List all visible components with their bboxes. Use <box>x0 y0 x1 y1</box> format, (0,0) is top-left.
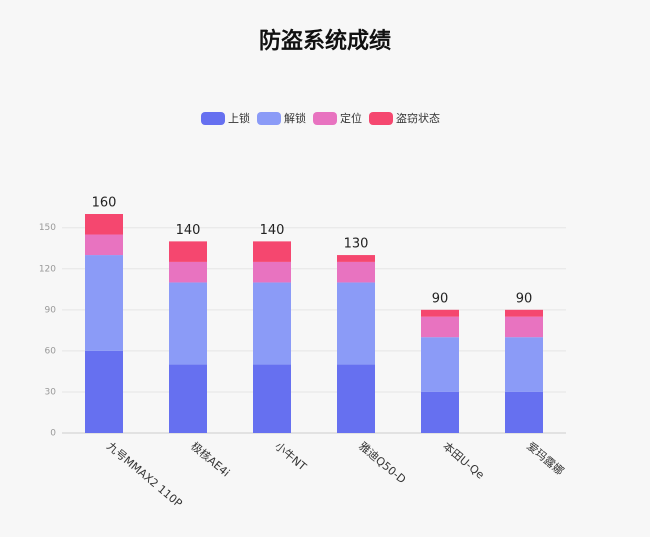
bar-segment <box>505 309 543 317</box>
bar-segment <box>505 337 543 392</box>
bar-segment <box>421 337 459 392</box>
y-tick-label: 90 <box>45 305 57 315</box>
bar-segment <box>169 241 207 262</box>
legend-swatch <box>257 112 281 125</box>
bar-segment <box>421 309 459 317</box>
bar-segment <box>253 282 291 365</box>
legend-swatch <box>313 112 337 125</box>
bar-segment <box>337 364 375 433</box>
chart-title: 防盗系统成绩 <box>259 28 391 54</box>
legend-label: 定位 <box>340 111 362 125</box>
bar-segment <box>253 241 291 262</box>
total-label: 90 <box>516 291 533 306</box>
y-tick-label: 30 <box>45 387 57 397</box>
bar-segment <box>253 261 291 283</box>
legend-label: 盗窃状态 <box>396 111 440 125</box>
bar-segment <box>169 364 207 433</box>
legend-swatch <box>201 112 225 125</box>
bar-segment <box>85 214 123 235</box>
total-label: 90 <box>432 291 449 306</box>
total-label: 140 <box>176 223 201 238</box>
bar-segment <box>505 391 543 433</box>
legend-label: 上锁 <box>228 111 250 125</box>
bar-segment <box>505 316 543 338</box>
y-tick-label: 0 <box>50 429 56 439</box>
total-label: 160 <box>92 196 117 211</box>
bar-segment <box>421 316 459 338</box>
y-tick-label: 150 <box>39 223 56 233</box>
y-tick-label: 60 <box>45 346 57 356</box>
bar-segment <box>253 364 291 433</box>
y-tick-label: 120 <box>39 264 56 274</box>
legend-swatch <box>369 112 393 125</box>
bar-segment <box>337 261 375 283</box>
bar-segment <box>421 391 459 433</box>
bar-segment <box>85 350 123 433</box>
bar-segment <box>337 255 375 262</box>
bar-segment <box>337 282 375 365</box>
bar-segment <box>85 234 123 256</box>
total-label: 130 <box>344 237 369 252</box>
bar-segment <box>169 261 207 283</box>
total-label: 140 <box>260 223 285 238</box>
bar-segment <box>169 282 207 365</box>
bar-segment <box>85 255 123 351</box>
legend-label: 解锁 <box>284 111 306 125</box>
